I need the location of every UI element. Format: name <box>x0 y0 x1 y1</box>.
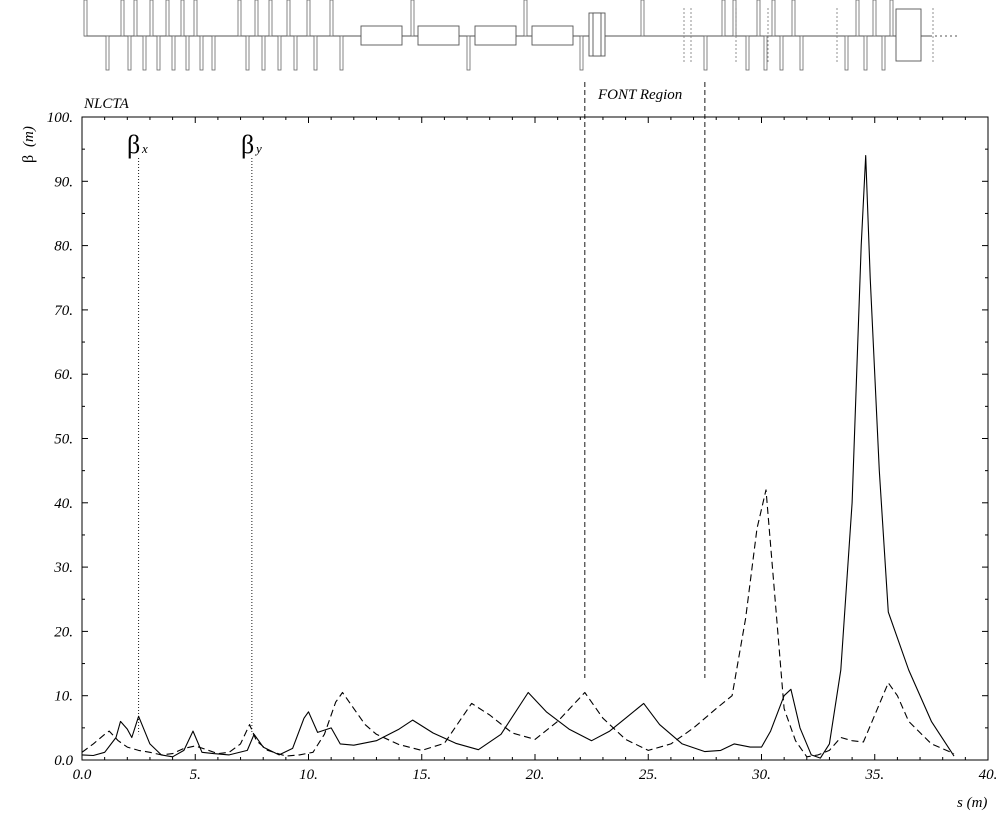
end-element <box>895 8 922 62</box>
quadrupole-magnet <box>156 35 161 71</box>
y-tick-label: 90. <box>54 174 73 190</box>
x-axis-label: s (m) <box>957 795 987 811</box>
legend-beta-y-subscript: y <box>254 141 262 156</box>
quadrupole-magnet <box>721 0 726 37</box>
quadrupole-magnet <box>791 0 796 37</box>
quadrupole-magnet <box>185 35 190 71</box>
quadrupole-magnet <box>745 35 750 71</box>
accelerator-structure <box>474 25 517 46</box>
quadrupole-magnet <box>844 35 849 71</box>
quadrupole-magnet <box>732 0 737 37</box>
quadrupole-magnet <box>268 0 273 37</box>
y-tick-label: 10. <box>54 689 73 705</box>
y-tick-label: 20. <box>54 624 73 640</box>
font-region-label: FONT Region <box>597 87 682 103</box>
quadrupole-magnet <box>165 0 170 37</box>
y-tick-label: 0.0 <box>54 753 73 769</box>
legend-beta-y-symbol: β <box>241 130 254 159</box>
quadrupole-magnet <box>771 0 776 37</box>
quadrupole-magnet <box>779 35 784 71</box>
quadrupole-magnet <box>193 0 198 37</box>
x-tick-label: 20. <box>526 767 545 783</box>
y-axis-ticks: 0.0 10. 20. 30. 40. 50. 60. 70. 80. 90. 100. <box>47 110 988 769</box>
quadrupole-magnet <box>329 0 334 37</box>
quadrupole-magnet <box>237 0 242 37</box>
y-axis-unit: (m) <box>21 126 37 147</box>
series-beta-y-line <box>81 489 955 758</box>
quadrupole-magnet <box>171 35 176 71</box>
quadrupole-magnet <box>799 35 804 71</box>
y-tick-label: 30. <box>53 560 73 576</box>
quadrupole-magnet <box>756 0 761 37</box>
beam-element-inner <box>592 12 602 57</box>
legend-markers <box>138 158 253 735</box>
quadrupole-magnet <box>523 0 528 37</box>
quadrupole-magnet <box>339 35 344 71</box>
quadrupole-magnet <box>855 0 860 37</box>
legend-beta-x-subscript: x <box>141 141 148 156</box>
x-tick-label: 25. <box>639 767 658 783</box>
quadrupole-magnet <box>199 35 204 71</box>
y-tick-label: 100. <box>47 110 73 126</box>
quadrupole-magnet <box>142 35 147 71</box>
y-axis-label: β (m) <box>20 126 37 163</box>
series-beta-x-line <box>81 155 955 759</box>
quadrupole-magnet <box>120 0 125 37</box>
plot-frame <box>81 116 989 761</box>
quadrupole-magnet <box>254 0 259 37</box>
x-tick-label: 15. <box>412 767 431 783</box>
quadrupole-magnet <box>149 0 154 37</box>
x-tick-label: 10. <box>299 767 318 783</box>
x-tick-label: 40. <box>979 767 998 783</box>
quadrupole-magnet <box>83 0 88 37</box>
quadrupole-magnet <box>211 35 216 71</box>
x-tick-label: 30. <box>751 767 771 783</box>
quadrupole-magnet <box>640 0 645 37</box>
quadrupole-magnet <box>293 35 298 71</box>
font-region-markers <box>584 82 706 678</box>
y-axis-symbol: β <box>20 155 37 163</box>
chart-title: NLCTA <box>83 96 130 112</box>
quadrupole-magnet <box>763 35 768 71</box>
quadrupole-magnet <box>410 0 415 37</box>
quadrupole-magnet <box>872 0 877 37</box>
y-tick-label: 40. <box>54 496 73 512</box>
quadrupole-magnet <box>863 35 868 71</box>
quadrupole-magnet <box>703 35 708 71</box>
y-tick-label: 60. <box>54 367 73 383</box>
quadrupole-magnet <box>277 35 282 71</box>
legend-beta-x-symbol: β <box>127 130 140 159</box>
quadrupole-magnet <box>306 0 311 37</box>
quadrupole-magnet <box>261 35 266 71</box>
quadrupole-magnet <box>105 35 110 71</box>
quadrupole-magnet <box>127 35 132 71</box>
quadrupole-magnet <box>286 0 291 37</box>
x-tick-label: 0.0 <box>73 767 92 783</box>
y-tick-label: 80. <box>54 239 73 255</box>
quadrupole-magnet <box>133 0 138 37</box>
x-axis-ticks: 0.0 5. 10. 15. 20. 25. 30. 35. 40. <box>73 117 998 783</box>
x-tick-label: 5. <box>190 767 201 783</box>
series-group <box>81 155 955 759</box>
quadrupole-magnet <box>889 0 894 37</box>
accelerator-structure <box>417 25 460 46</box>
accelerator-structure <box>531 25 574 46</box>
y-tick-label: 70. <box>54 303 73 319</box>
y-tick-label: 50. <box>54 432 73 448</box>
quadrupole-magnet <box>466 35 471 71</box>
x-tick-label: 35. <box>864 767 884 783</box>
beamline-lattice-diagram <box>83 0 958 71</box>
accelerator-structure <box>360 25 403 46</box>
quadrupole-magnet <box>180 0 185 37</box>
quadrupole-magnet <box>881 35 886 71</box>
quadrupole-magnet <box>579 35 584 71</box>
quadrupole-magnet <box>245 35 250 71</box>
quadrupole-magnet <box>313 35 318 71</box>
